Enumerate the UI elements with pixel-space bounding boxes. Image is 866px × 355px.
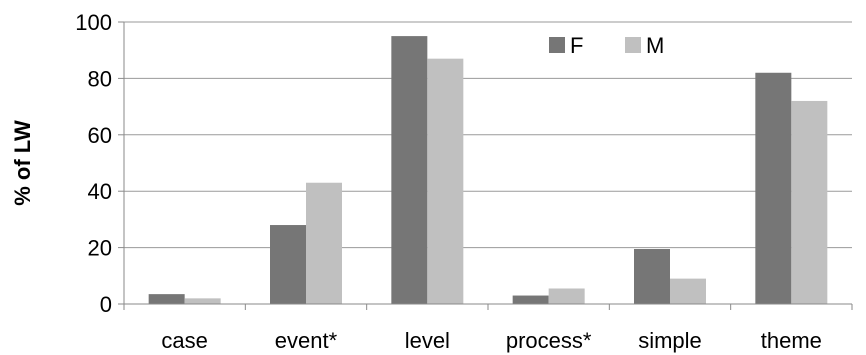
bar-M-simple — [670, 278, 706, 304]
legend-swatch-F — [549, 37, 565, 53]
bar-M-process — [548, 288, 585, 304]
x-tick-label: level — [405, 328, 450, 353]
x-tick-label: simple — [638, 328, 702, 353]
bar-F-process — [512, 295, 549, 304]
legend-swatch-M — [625, 37, 641, 53]
y-tick-label: 40 — [88, 179, 112, 204]
bars — [148, 36, 828, 305]
y-tick-label: 80 — [88, 66, 112, 91]
y-tick-label: 100 — [75, 10, 112, 35]
x-tick-label: process* — [506, 328, 592, 353]
bar-M-case — [184, 298, 221, 304]
x-tick-label: case — [161, 328, 207, 353]
x-tick-label: event* — [275, 328, 338, 353]
x-tick-labels: case event* level process* simple theme — [161, 328, 821, 353]
x-tick-label: theme — [761, 328, 822, 353]
bar-F-event — [270, 225, 306, 304]
axes — [118, 21, 853, 310]
gridlines — [124, 21, 852, 249]
y-tick-labels: 0 20 40 60 80 100 — [75, 10, 112, 317]
y-tick-label: 20 — [88, 236, 112, 261]
y-tick-label: 0 — [100, 292, 112, 317]
y-axis-label: % of LW — [10, 120, 35, 206]
bar-F-simple — [634, 249, 670, 304]
bar-F-case — [148, 294, 185, 304]
y-tick-label: 60 — [88, 123, 112, 148]
bar-M-theme — [791, 100, 828, 305]
bar-M-level — [427, 58, 464, 304]
bar-F-theme — [755, 72, 792, 304]
legend-label-F: F — [570, 33, 583, 58]
bar-F-level — [391, 36, 428, 304]
bar-M-event — [306, 182, 342, 304]
legend-label-M: M — [646, 33, 664, 58]
